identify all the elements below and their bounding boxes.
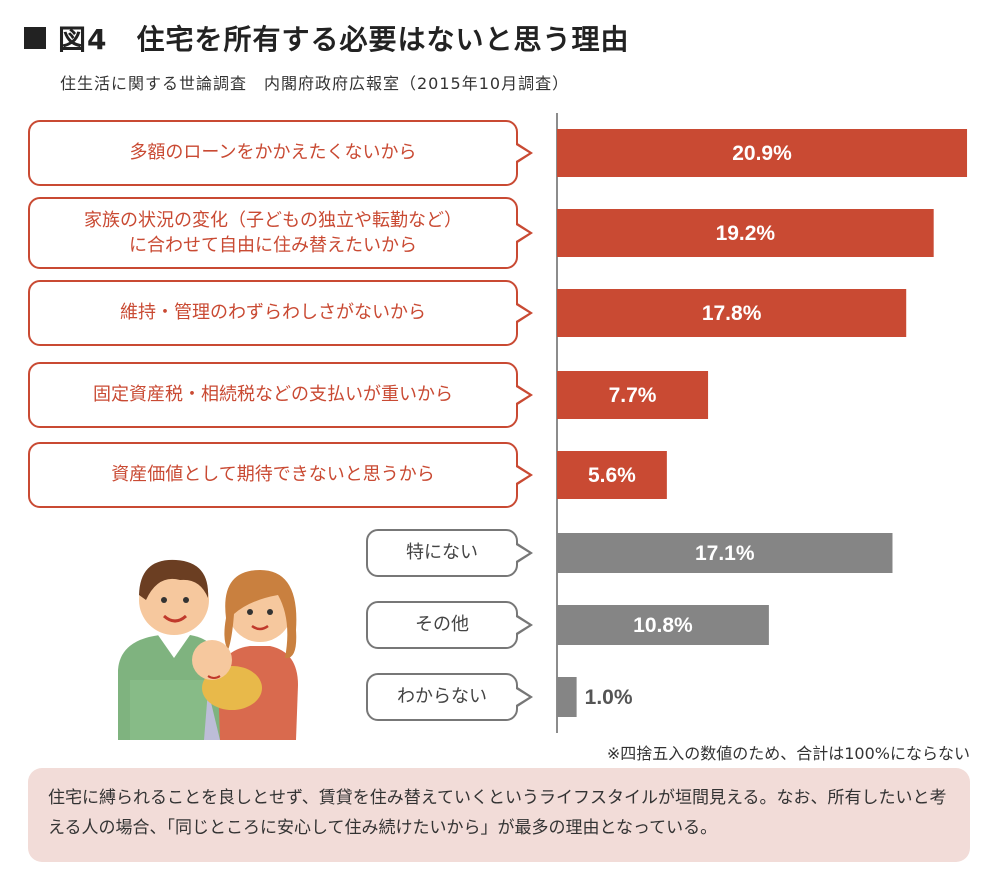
- title-square-icon: [24, 27, 46, 49]
- bubble-pointer-inner: [516, 545, 529, 561]
- family-illustration: [118, 559, 298, 740]
- bar-value-label-7: 10.8%: [633, 614, 693, 637]
- title-text: 図4 住宅を所有する必要はないと思う理由: [58, 23, 630, 56]
- category-label-7: その他: [366, 601, 533, 649]
- bar-value-label-5: 5.6%: [588, 464, 636, 487]
- bar-1: [557, 129, 968, 177]
- category-label-text: 多額のローンをかかえたくないから: [129, 142, 417, 164]
- bar-3: [557, 289, 907, 337]
- chart-title: 図4 住宅を所有する必要はないと思う理由: [24, 18, 630, 58]
- bubble-pointer-inner: [516, 145, 529, 161]
- footnote: ※四捨五入の数値のため、合計は100%にならない: [606, 744, 970, 763]
- bubble-pointer-inner: [516, 305, 529, 321]
- category-label-text: 家族の状況の変化（子どもの独立や転勤など） に合わせて自由に住み替えたいから: [84, 209, 462, 256]
- bar-value-label-4: 7.7%: [609, 384, 657, 407]
- bar-value-label-2: 19.2%: [716, 222, 776, 245]
- category-label-5: 資産価値として期待できないと思うから: [28, 442, 533, 508]
- bar-2: [557, 209, 934, 257]
- bar-5: [557, 451, 667, 499]
- bubble-pointer-inner: [516, 387, 529, 403]
- bubble-pointer-inner: [516, 617, 529, 633]
- bar-8: [557, 677, 577, 717]
- category-label-4: 固定資産税・相続税などの支払いが重いから: [28, 362, 533, 428]
- category-label-text: 特にない: [406, 542, 478, 564]
- bubble-pointer-inner: [516, 689, 529, 705]
- category-label-text: わからない: [397, 686, 487, 708]
- category-label-8: わからない: [366, 673, 533, 721]
- bar-value-label-6: 17.1%: [695, 542, 755, 565]
- chart-source: 住生活に関する世論調査 内閣府政府広報室（2015年10月調査）: [60, 74, 570, 93]
- bubble-pointer-inner: [516, 225, 529, 241]
- category-label-6: 特にない: [366, 529, 533, 577]
- category-label-text: その他: [415, 614, 469, 636]
- category-label-text: 維持・管理のわずらわしさがないから: [120, 302, 426, 324]
- bar-7: [557, 605, 769, 645]
- bar-value-label-1: 20.9%: [732, 142, 792, 165]
- bubble-pointer-inner: [516, 467, 529, 483]
- bar-6: [557, 533, 893, 573]
- category-label-text: 固定資産税・相続税などの支払いが重いから: [93, 384, 453, 406]
- bar-chart: 20.9% 19.2% 17.8% 7.7% 5.6% 17.1% 10.8% 1.0%: [556, 113, 968, 733]
- category-label-1: 多額のローンをかかえたくないから: [28, 120, 533, 186]
- category-label-2: 家族の状況の変化（子どもの独立や転勤など） に合わせて自由に住み替えたいから: [28, 197, 533, 269]
- bar-value-label-8: 1.0%: [585, 686, 633, 709]
- summary-box: 住宅に縛られることを良しとせず、賃貸を住み替えていくというライフスタイルが垣間見…: [28, 768, 970, 862]
- bar-value-label-3: 17.8%: [702, 302, 762, 325]
- category-label-3: 維持・管理のわずらわしさがないから: [28, 280, 533, 346]
- category-label-text: 資産価値として期待できないと思うから: [111, 464, 435, 486]
- bar-4: [557, 371, 709, 419]
